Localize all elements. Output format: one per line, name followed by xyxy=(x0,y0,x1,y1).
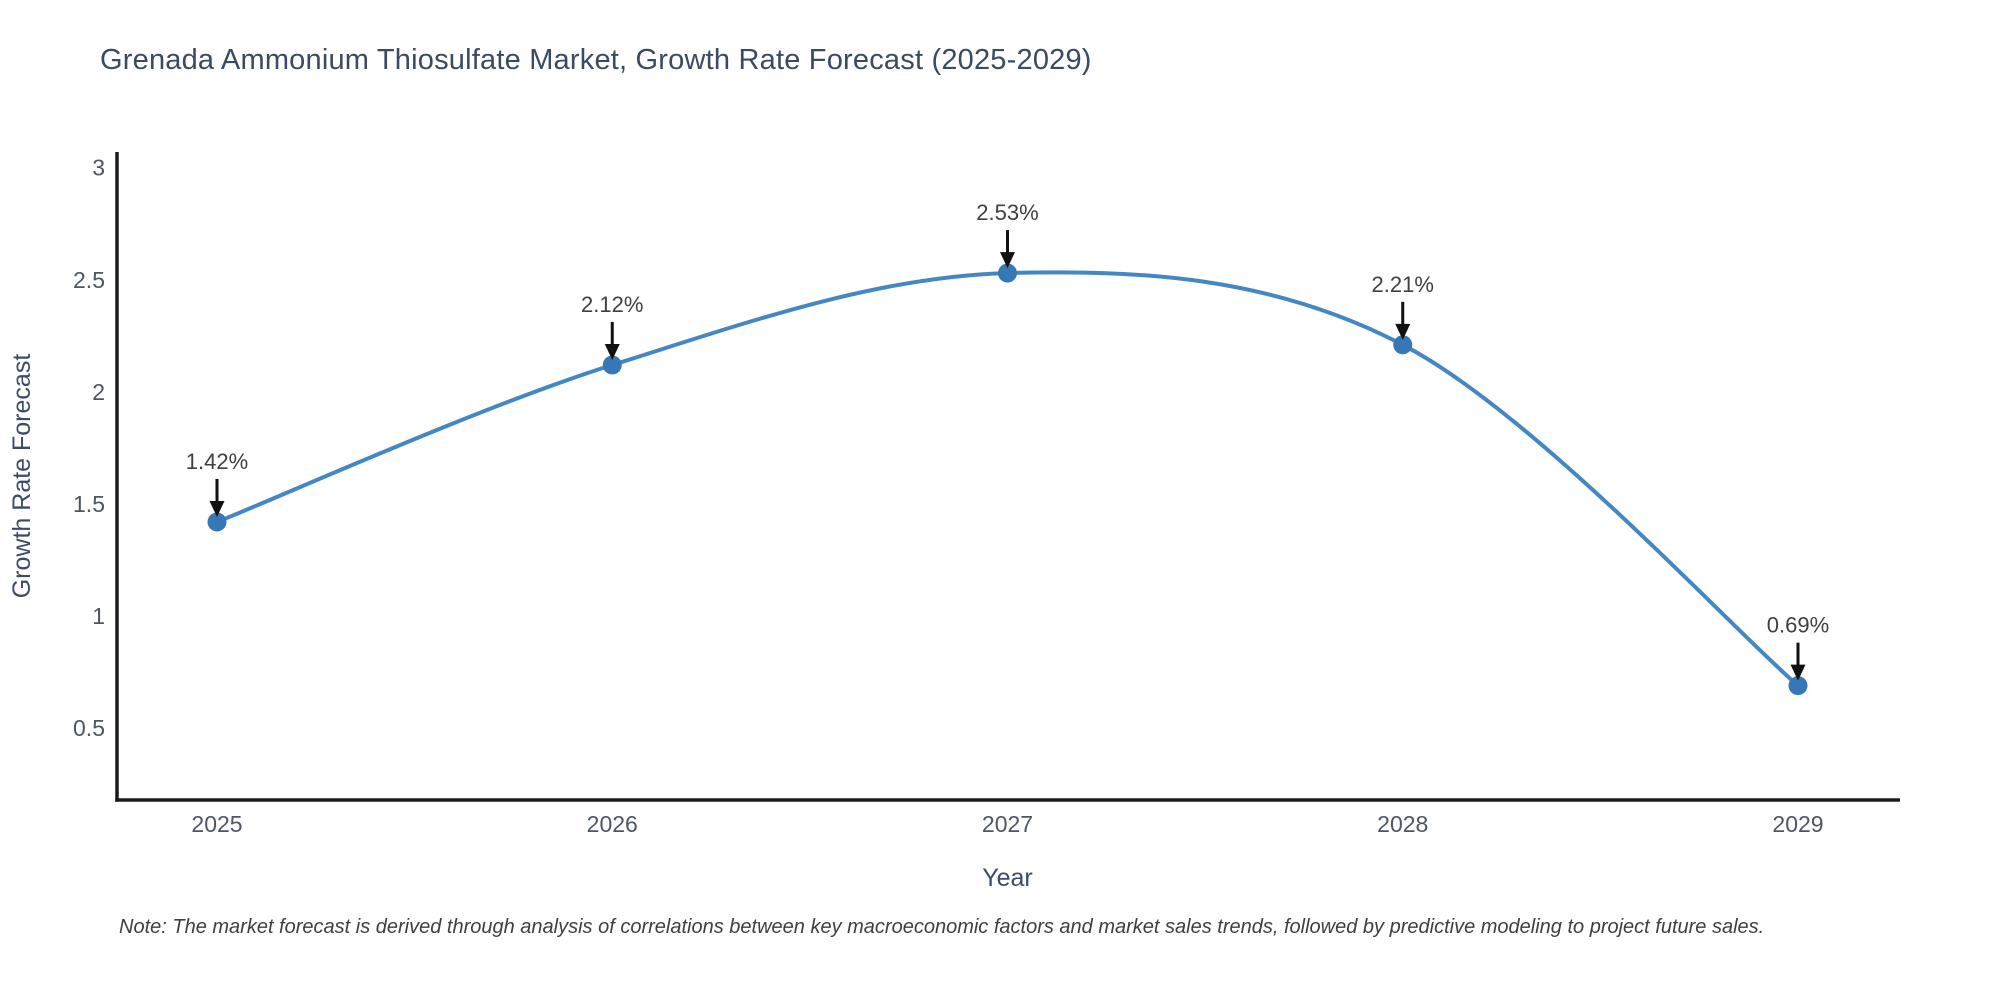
annotation-arrowhead-icon xyxy=(1790,664,1806,681)
x-axis-title: Year xyxy=(982,864,1033,892)
annotation-arrowhead-icon xyxy=(1000,252,1015,269)
y-tick-label: 0.5 xyxy=(73,715,105,741)
x-tick-label: 2026 xyxy=(587,811,638,837)
data-point-marker xyxy=(1788,676,1808,696)
data-point-marker xyxy=(207,512,227,532)
data-point-marker xyxy=(998,263,1017,283)
chart-title: Grenada Ammonium Thiosulfate Market, Gro… xyxy=(100,44,1092,76)
point-annotation-label: 2.21% xyxy=(1372,272,1434,297)
data-point-marker xyxy=(1393,335,1413,355)
footnote: Note: The market forecast is derived thr… xyxy=(119,916,1765,938)
annotation-arrowhead-icon xyxy=(209,500,225,517)
point-annotation-label: 1.42% xyxy=(186,449,248,474)
y-tick-label: 1.5 xyxy=(73,491,105,517)
data-line xyxy=(215,270,1800,688)
y-axis-title: Growth Rate Forecast xyxy=(8,354,36,599)
y-tick-label: 3 xyxy=(92,155,105,181)
point-annotation-label: 2.53% xyxy=(976,200,1038,225)
point-annotation-label: 2.12% xyxy=(581,292,643,317)
x-tick-label: 2029 xyxy=(1772,811,1823,837)
annotation-arrowhead-icon xyxy=(604,344,620,361)
x-tick-label: 2025 xyxy=(191,811,242,837)
y-tick-label: 2 xyxy=(92,379,105,405)
x-tick-label: 2027 xyxy=(982,811,1033,837)
y-tick-label: 2.5 xyxy=(73,267,105,293)
annotation-arrowhead-icon xyxy=(1395,323,1411,340)
point-annotation-label: 0.69% xyxy=(1767,613,1829,638)
x-tick-label: 2028 xyxy=(1377,811,1428,837)
y-tick-label: 1 xyxy=(92,603,105,629)
data-point-marker xyxy=(602,355,622,375)
